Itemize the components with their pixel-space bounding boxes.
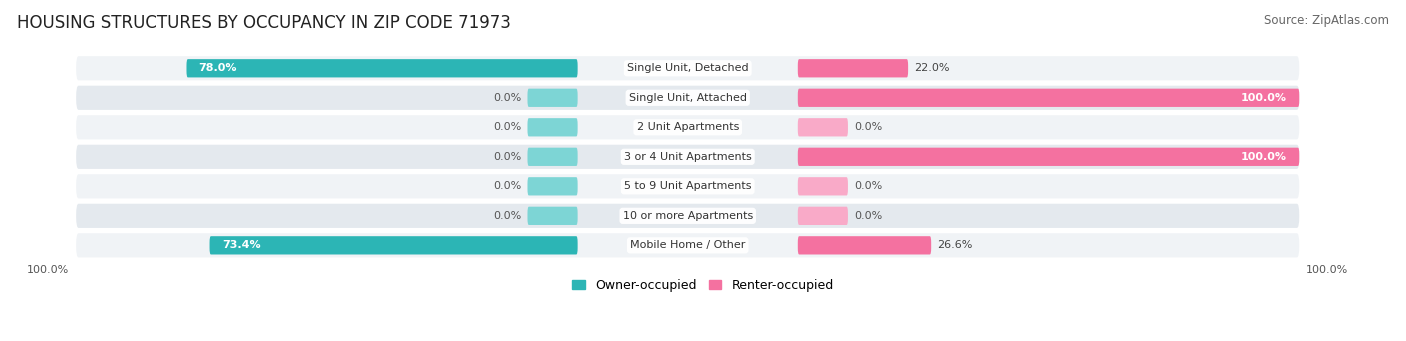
FancyBboxPatch shape — [76, 115, 1299, 139]
Text: Single Unit, Attached: Single Unit, Attached — [628, 93, 747, 103]
Text: 2 Unit Apartments: 2 Unit Apartments — [637, 122, 740, 132]
Text: 73.4%: 73.4% — [222, 240, 260, 250]
Text: 0.0%: 0.0% — [494, 122, 522, 132]
FancyBboxPatch shape — [76, 174, 1299, 198]
FancyBboxPatch shape — [76, 233, 1299, 257]
Text: 0.0%: 0.0% — [853, 122, 883, 132]
Legend: Owner-occupied, Renter-occupied: Owner-occupied, Renter-occupied — [568, 274, 838, 297]
Text: 100.0%: 100.0% — [1241, 93, 1286, 103]
Text: 0.0%: 0.0% — [853, 211, 883, 221]
Text: HOUSING STRUCTURES BY OCCUPANCY IN ZIP CODE 71973: HOUSING STRUCTURES BY OCCUPANCY IN ZIP C… — [17, 14, 510, 32]
FancyBboxPatch shape — [527, 207, 578, 225]
FancyBboxPatch shape — [527, 177, 578, 195]
Text: Single Unit, Detached: Single Unit, Detached — [627, 63, 748, 73]
Text: 10 or more Apartments: 10 or more Apartments — [623, 211, 752, 221]
FancyBboxPatch shape — [797, 236, 931, 254]
FancyBboxPatch shape — [797, 177, 848, 195]
FancyBboxPatch shape — [76, 145, 1299, 169]
FancyBboxPatch shape — [527, 148, 578, 166]
Text: 0.0%: 0.0% — [494, 211, 522, 221]
FancyBboxPatch shape — [209, 236, 578, 254]
FancyBboxPatch shape — [797, 89, 1299, 107]
Text: 0.0%: 0.0% — [853, 181, 883, 191]
FancyBboxPatch shape — [527, 89, 578, 107]
FancyBboxPatch shape — [797, 118, 848, 136]
FancyBboxPatch shape — [527, 118, 578, 136]
FancyBboxPatch shape — [76, 86, 1299, 110]
Text: 0.0%: 0.0% — [494, 181, 522, 191]
FancyBboxPatch shape — [76, 56, 1299, 80]
Text: 100.0%: 100.0% — [1241, 152, 1286, 162]
FancyBboxPatch shape — [187, 59, 578, 77]
Text: 26.6%: 26.6% — [938, 240, 973, 250]
Text: Mobile Home / Other: Mobile Home / Other — [630, 240, 745, 250]
FancyBboxPatch shape — [797, 59, 908, 77]
FancyBboxPatch shape — [797, 148, 1299, 166]
Text: 100.0%: 100.0% — [1306, 265, 1348, 276]
Text: 5 to 9 Unit Apartments: 5 to 9 Unit Apartments — [624, 181, 751, 191]
Text: 78.0%: 78.0% — [198, 63, 238, 73]
FancyBboxPatch shape — [76, 204, 1299, 228]
Text: 0.0%: 0.0% — [494, 152, 522, 162]
FancyBboxPatch shape — [797, 207, 848, 225]
Text: Source: ZipAtlas.com: Source: ZipAtlas.com — [1264, 14, 1389, 27]
Text: 22.0%: 22.0% — [914, 63, 949, 73]
Text: 3 or 4 Unit Apartments: 3 or 4 Unit Apartments — [624, 152, 752, 162]
Text: 100.0%: 100.0% — [27, 265, 69, 276]
Text: 0.0%: 0.0% — [494, 93, 522, 103]
